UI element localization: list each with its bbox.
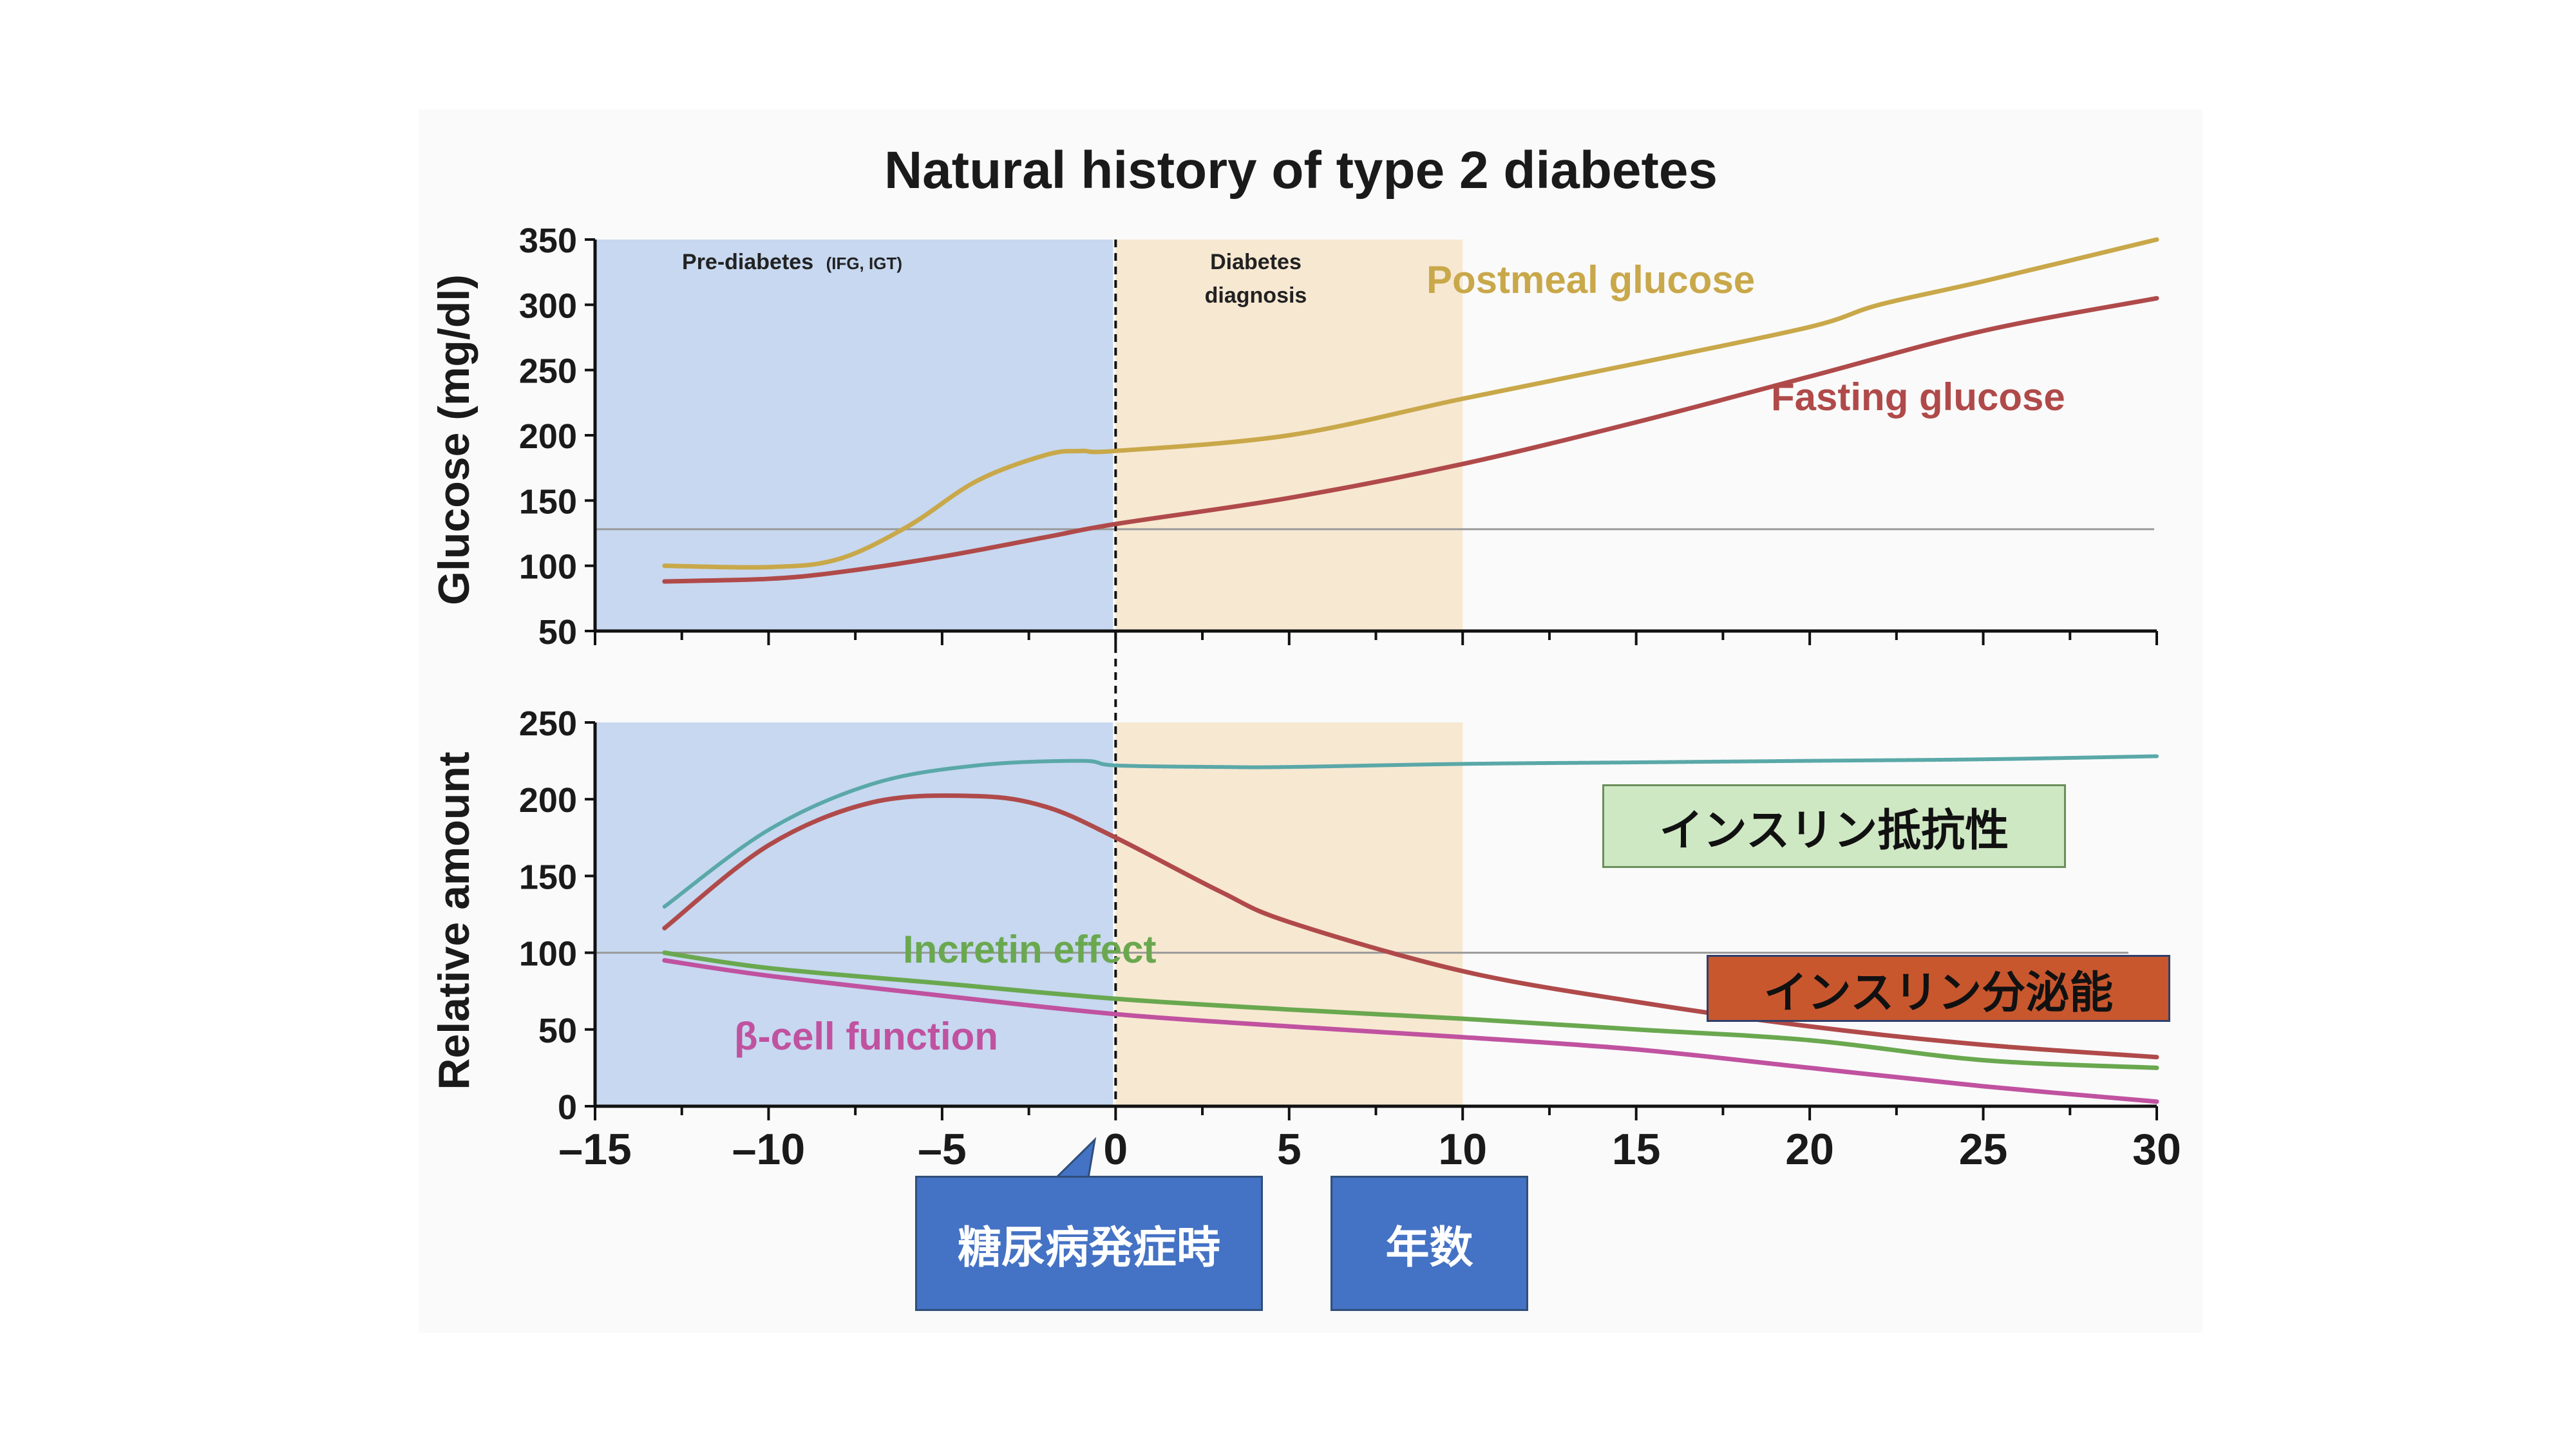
top-chart-series [662, 237, 2159, 584]
top-chart-regions [595, 240, 1463, 631]
x-tick-label: 20 [1785, 1125, 1834, 1174]
bottom-y-tick-label: 0 [558, 1088, 577, 1127]
incretin-effect-line [662, 950, 2159, 1070]
bottom-y-tick-label: 200 [519, 781, 577, 820]
onset-callout: 糖尿病発症時 [915, 1176, 1263, 1311]
postmeal-glucose-line [662, 237, 2159, 570]
years-callout: 年数 [1331, 1176, 1528, 1311]
chart-title: Natural history of type 2 diabetes [884, 141, 1718, 200]
insulin-secretion-callout: インスリン分泌能 [1707, 955, 2170, 1022]
bottom-region-1 [1115, 722, 1463, 1106]
bottom-chart-regions [595, 722, 1463, 1106]
x-tick-label: 10 [1438, 1125, 1487, 1174]
beta-cell-function-label: β-cell function [734, 1015, 998, 1058]
insulin-resistance-callout: インスリン抵抗性 [1602, 784, 2066, 868]
top-y-tick-label: 200 [519, 417, 577, 456]
top-y-tick-label: 50 [538, 613, 577, 652]
incretin-effect-label: Incretin effect [903, 928, 1156, 971]
insulin-secretion-line [662, 793, 2159, 1060]
top-y-tick-label: 150 [519, 482, 577, 521]
top-y-tick-label: 100 [519, 548, 577, 587]
bottom-chart-axes: 0 50 100 150 200 250 –15 –10 –5 0 5 10 15 20 25 30 [519, 704, 2181, 1174]
top-y-tick-label: 300 [519, 287, 577, 325]
fasting-glucose-label: Fasting glucose [1771, 375, 2065, 419]
bottom-y-axis-title: Relative amount [430, 751, 478, 1089]
prediabetes-subtitle: (IFG, IGT) [826, 254, 902, 273]
prediabetes-label: Pre-diabetes (IFG, IGT) [682, 250, 902, 274]
diagnosis-label-line1: Diabetes [1210, 250, 1302, 274]
x-tick-label: 25 [1959, 1125, 2008, 1174]
x-tick-label: –15 [558, 1125, 631, 1174]
diagnosis-label-line2: diagnosis [1205, 283, 1307, 308]
fasting-glucose-line [662, 296, 2159, 584]
bottom-chart-series [662, 754, 2159, 1104]
bottom-y-tick-label: 250 [519, 704, 577, 743]
bottom-y-tick-label: 150 [519, 858, 577, 896]
bottom-y-tick-label: 100 [519, 935, 577, 974]
bottom-y-tick-label: 50 [538, 1012, 577, 1050]
x-tick-label: 0 [1103, 1125, 1128, 1174]
insulin-resistance-line [662, 754, 2159, 909]
x-tick-label: –10 [732, 1125, 805, 1174]
top-chart-axes: 50 100 150 200 250 300 350 [519, 222, 2158, 652]
top-y-axis-title: Glucose (mg/dl) [430, 274, 478, 605]
x-tick-label: 15 [1612, 1125, 1661, 1174]
x-tick-label: –5 [918, 1125, 967, 1174]
prediabetes-name: Pre-diabetes [682, 250, 813, 274]
top-y-tick-label: 250 [519, 352, 577, 391]
top-y-tick-label: 350 [519, 222, 577, 260]
x-tick-label: 30 [2132, 1125, 2181, 1174]
beta-cell-function-line [662, 958, 2159, 1104]
postmeal-glucose-label: Postmeal glucose [1426, 258, 1755, 301]
x-tick-label: 5 [1277, 1125, 1302, 1174]
